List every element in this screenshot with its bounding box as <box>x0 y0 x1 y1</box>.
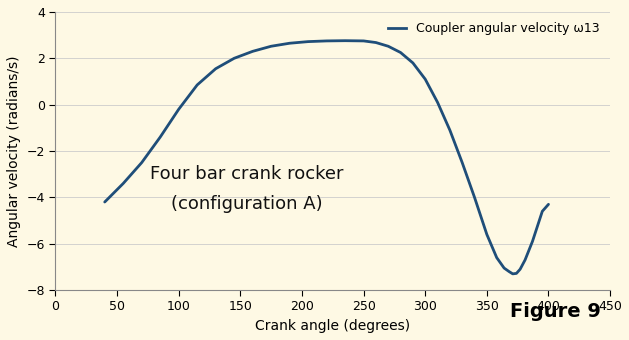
X-axis label: Crank angle (degrees): Crank angle (degrees) <box>255 319 410 333</box>
Legend: Coupler angular velocity ω13: Coupler angular velocity ω13 <box>384 18 604 39</box>
Y-axis label: Angular velocity (radians/s): Angular velocity (radians/s) <box>7 55 21 247</box>
Text: Four bar crank rocker: Four bar crank rocker <box>150 165 343 183</box>
Text: Figure 9: Figure 9 <box>510 302 601 321</box>
Text: (configuration A): (configuration A) <box>170 195 322 213</box>
